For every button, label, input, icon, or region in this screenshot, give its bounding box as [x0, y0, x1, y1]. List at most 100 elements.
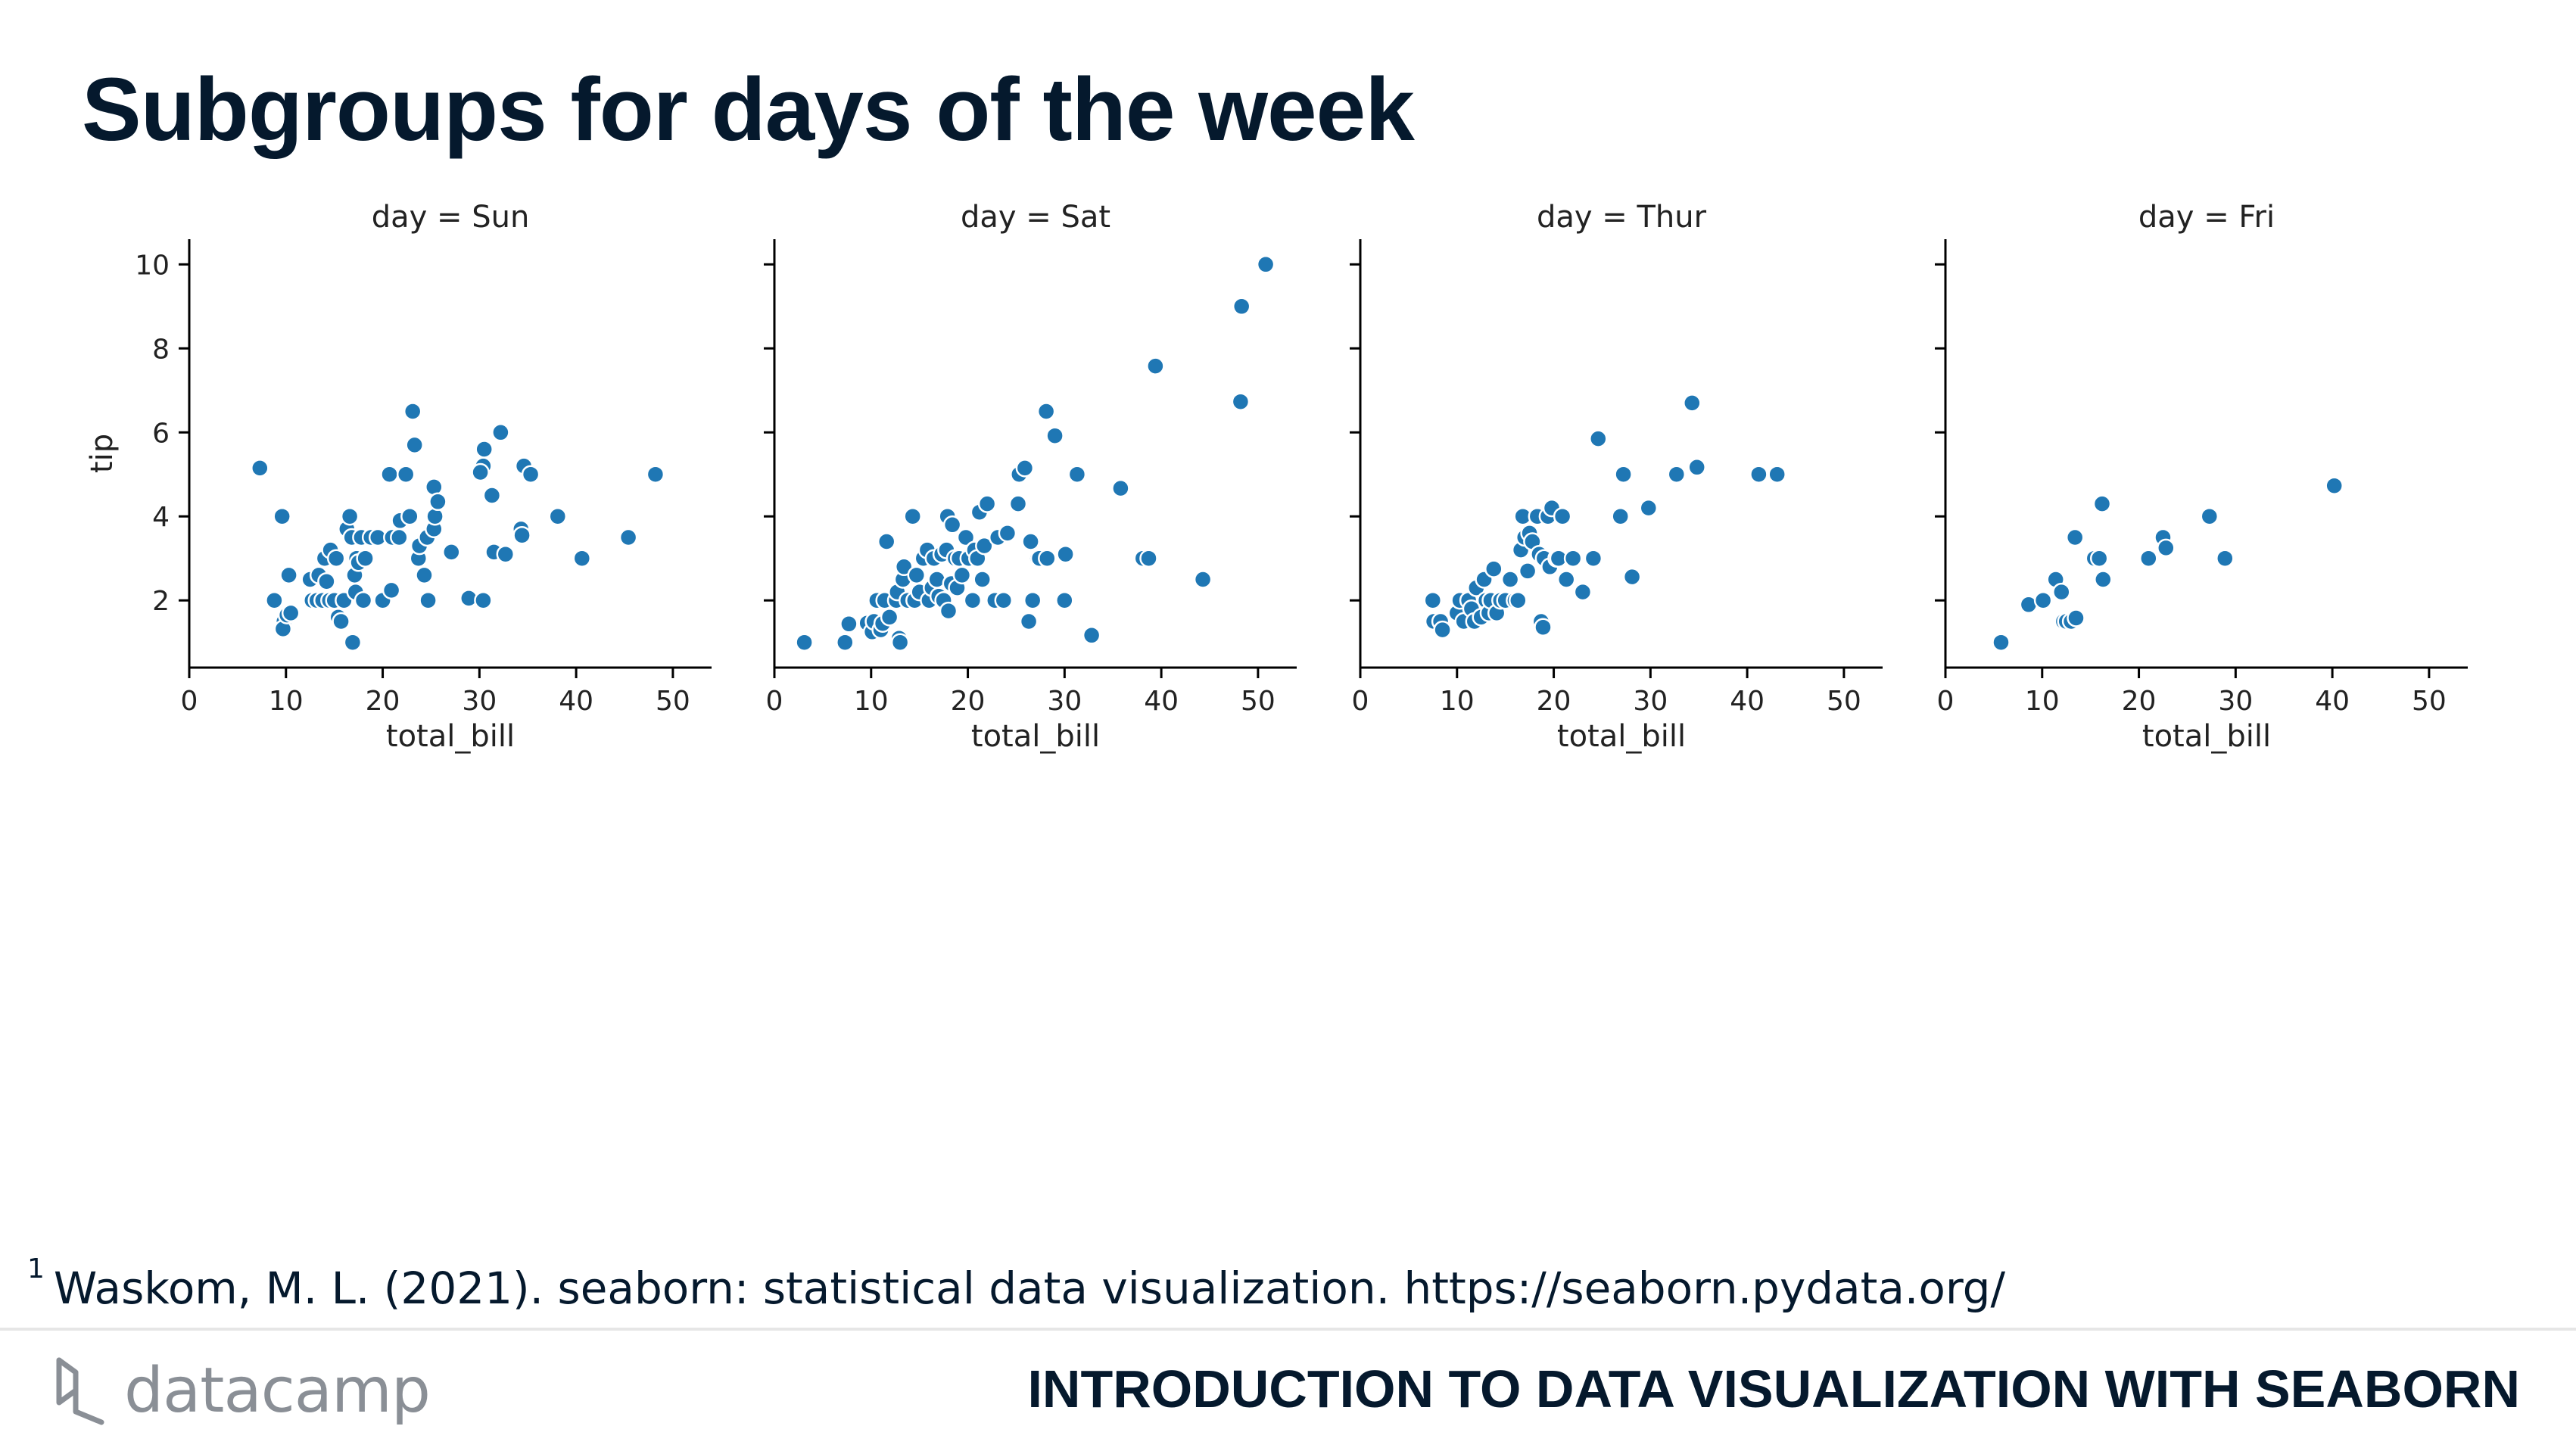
- y-tick-label: 6: [152, 418, 170, 449]
- scatter-point: [572, 549, 592, 568]
- x-tick-label: 50: [1241, 686, 1276, 717]
- facet-panel-4: day = Fri 0 10 20 30 40 50 total_bill: [1935, 200, 2468, 754]
- facet-panel-2: day = Sat 0 10 20 30 40 50 total_bill: [764, 200, 1297, 754]
- x-axis-label: total_bill: [971, 719, 1100, 754]
- scatter-point: [1589, 429, 1608, 448]
- scatter-point: [1611, 506, 1630, 526]
- scatter-point: [1622, 567, 1642, 587]
- scatter-point: [1683, 394, 1702, 413]
- x-tick-label: 40: [1730, 686, 1765, 717]
- scatter-point: [1036, 402, 1056, 421]
- scatter-point: [2139, 549, 2158, 568]
- scatter-point: [425, 506, 444, 526]
- scatter-point: [251, 459, 269, 478]
- brand-wordmark: datacamp: [124, 1354, 431, 1427]
- scatter-point: [380, 465, 399, 484]
- scatter-point: [548, 506, 568, 526]
- scatter-point: [1067, 465, 1087, 484]
- scatter-point: [973, 570, 992, 589]
- scatter-point: [1556, 570, 1576, 589]
- x-tick-label: 0: [766, 686, 783, 717]
- scatter-point: [903, 506, 922, 526]
- x-tick-label: 10: [2025, 686, 2060, 717]
- scatter-point: [2094, 570, 2113, 589]
- facet-title: day = Thur: [1537, 200, 1707, 235]
- footer-divider: [0, 1328, 2576, 1331]
- scatter-point: [281, 603, 301, 623]
- scatter-point: [894, 557, 914, 577]
- scatter-point: [1584, 549, 1603, 568]
- scatter-point: [2065, 528, 2085, 547]
- x-tick-label: 40: [559, 686, 593, 717]
- scatter-point: [1038, 549, 1057, 568]
- scatter-point: [2067, 609, 2085, 627]
- scatter-point: [1008, 494, 1028, 513]
- scatter-point: [317, 571, 336, 591]
- course-name: INTRODUCTION TO DATA VISUALIZATION WITH …: [1027, 1359, 2520, 1418]
- scatter-point: [646, 465, 665, 484]
- scatter-point: [963, 590, 983, 610]
- scatter-point: [1768, 465, 1786, 484]
- scatter-point: [1015, 459, 1035, 478]
- scatter-point: [942, 515, 962, 534]
- facet-title: day = Fri: [2138, 200, 2275, 235]
- scatter-point: [1518, 562, 1537, 581]
- scatter-point: [1749, 465, 1768, 484]
- scatter-point: [939, 601, 958, 621]
- scatter-point: [836, 633, 855, 652]
- scatter-point: [400, 506, 419, 526]
- x-tick-label: 0: [181, 686, 198, 717]
- y-tick-label: 2: [152, 586, 170, 617]
- y-tick-label: 4: [152, 502, 170, 533]
- x-axis-label: total_bill: [1557, 719, 1686, 754]
- scatter-point: [1509, 590, 1528, 610]
- scatter-point: [1023, 590, 1042, 610]
- scatter-point: [396, 465, 416, 484]
- scatter-point: [1231, 392, 1251, 411]
- scatter-point: [482, 486, 502, 505]
- scatter-point: [890, 633, 910, 652]
- x-tick-label: 40: [1144, 686, 1179, 717]
- x-tick-label: 50: [2412, 686, 2447, 717]
- footnote-marker: 1: [27, 1253, 45, 1284]
- scatter-point: [279, 565, 298, 585]
- scatter-point: [907, 565, 927, 585]
- scatter-point: [354, 590, 373, 610]
- x-tick-label: 10: [269, 686, 304, 717]
- x-tick-label: 30: [1633, 686, 1668, 717]
- scatter-point: [1146, 357, 1165, 375]
- scatter-point: [1019, 612, 1039, 631]
- scatter-point: [1667, 465, 1687, 484]
- scatter-point: [2325, 476, 2344, 495]
- scatter-point: [2052, 582, 2071, 602]
- scatter-point: [2092, 494, 2112, 513]
- scatter-point: [475, 440, 494, 459]
- scatter-point: [1639, 498, 1659, 518]
- scatter-point: [332, 612, 350, 631]
- scatter-point: [975, 536, 994, 556]
- scatter-point: [1056, 544, 1075, 564]
- scatter-point: [1111, 478, 1130, 498]
- scatter-point: [839, 615, 858, 634]
- x-tick-label: 30: [1047, 686, 1082, 717]
- scatter-point: [1433, 620, 1452, 640]
- scatter-point: [994, 590, 1014, 610]
- scatter-point: [1992, 633, 2011, 652]
- scatter-point: [356, 549, 375, 568]
- scatter-point: [1232, 297, 1251, 316]
- scatter-point: [474, 590, 493, 610]
- scatter-point: [442, 543, 461, 562]
- x-tick-label: 20: [1537, 686, 1571, 717]
- scatter-point: [382, 581, 401, 600]
- scatter-point: [428, 492, 447, 512]
- scatter-point: [1563, 549, 1583, 568]
- facet-title: day = Sat: [961, 200, 1110, 235]
- scatter-point: [1687, 458, 1706, 477]
- scatter-point: [998, 524, 1017, 543]
- scatter-point: [1193, 570, 1213, 589]
- scatter-point: [2200, 506, 2219, 526]
- x-tick-label: 10: [1440, 686, 1475, 717]
- x-tick-label: 30: [2218, 686, 2253, 717]
- facet-panel-3: day = Thur 0 10 20 30 40 50 total_bill: [1350, 200, 1883, 754]
